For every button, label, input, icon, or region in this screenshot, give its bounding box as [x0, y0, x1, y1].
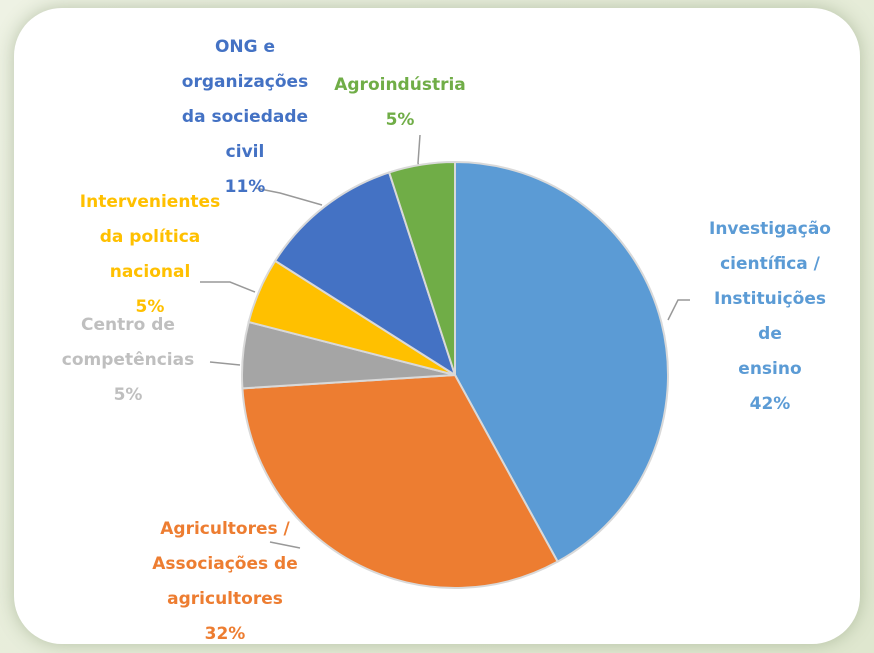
category-label: Centro de competências [61, 315, 195, 370]
value-label: 11% [224, 177, 266, 197]
slice-label: Agroindústria 5% [334, 68, 466, 138]
slice-label: Investigação científica / Instituições d… [709, 212, 831, 422]
value-label: 42% [749, 394, 791, 414]
value-label: 32% [204, 624, 246, 644]
slice-label: Centro de competências 5% [62, 308, 194, 413]
slice-label: Agricultores / Associações de agricultor… [152, 512, 297, 652]
leader-line [209, 361, 241, 366]
category-label: ONG e organizações da sociedade civil [181, 37, 309, 162]
category-label: Intervenientes da política nacional [79, 192, 221, 282]
pie-slice [387, 160, 456, 376]
value-label: 5% [385, 110, 415, 130]
leader-line [200, 281, 256, 293]
category-label: Investigação científica / Instituições d… [709, 219, 831, 379]
value-label: 5% [135, 297, 165, 317]
value-label: 5% [113, 385, 143, 405]
pie-slice [454, 160, 669, 564]
leader-line [269, 541, 301, 549]
pie-slice [241, 373, 559, 589]
slice-label: Intervenientes da política nacional 5% [80, 185, 220, 325]
category-label: Agricultores / Associações de agricultor… [152, 519, 298, 609]
category-label: Agroindústria [334, 75, 466, 95]
leader-line [254, 187, 323, 206]
leader-line [667, 299, 690, 321]
slice-label: ONG e organizações da sociedade civil 11% [182, 30, 308, 205]
pie-slice [273, 171, 457, 378]
